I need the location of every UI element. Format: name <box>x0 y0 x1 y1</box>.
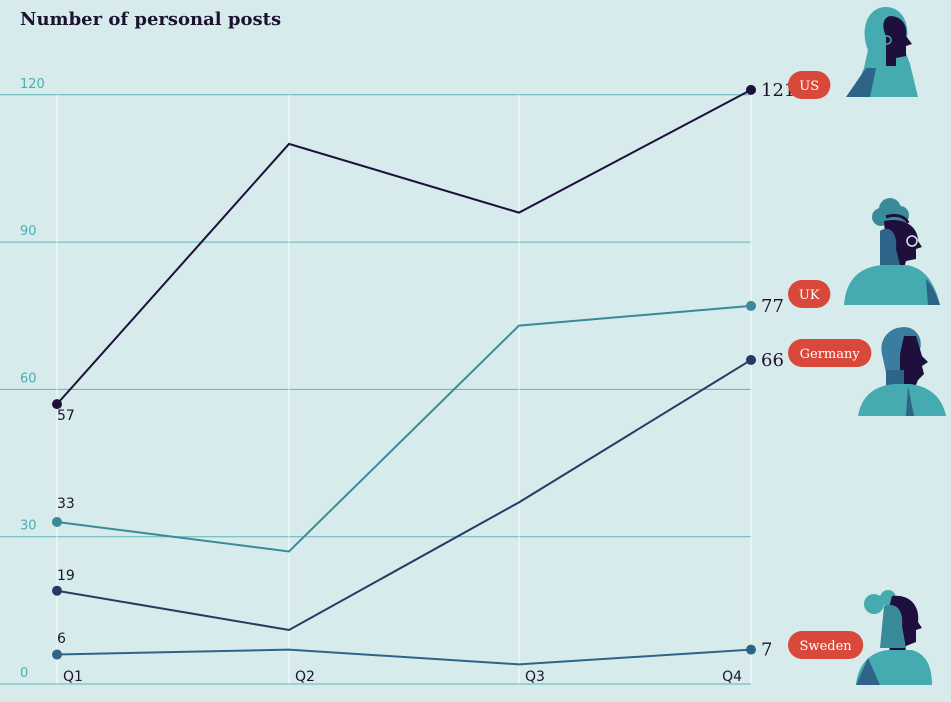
data-label-germany-end: 66 <box>761 350 784 371</box>
man-portrait-icon <box>858 327 946 416</box>
legend-pill-sweden <box>788 631 864 659</box>
point-germany-start <box>52 585 62 596</box>
data-label-uk-start: 33 <box>57 496 75 512</box>
point-sweden-start <box>52 649 62 660</box>
legend-pill-germany <box>788 339 872 367</box>
legend-label-germany: Germany <box>800 347 861 362</box>
line-sweden <box>56 648 752 666</box>
x-tick-label: Q4 <box>722 669 742 685</box>
point-uk-start <box>52 516 62 527</box>
series-lines <box>52 84 756 666</box>
line-uk <box>56 304 752 553</box>
x-tick-label: Q1 <box>63 669 83 685</box>
x-tick-label: Q2 <box>295 669 315 685</box>
data-label-us-end: 121 <box>761 80 795 101</box>
curly-hair-woman-portrait-icon <box>844 198 940 305</box>
point-us-end <box>746 84 756 95</box>
legend-label-us: US <box>799 79 819 94</box>
point-uk-end <box>746 300 756 311</box>
bun-hair-woman-portrait-icon <box>856 590 932 685</box>
data-label-germany-start: 19 <box>57 568 75 584</box>
line-germany <box>56 359 752 632</box>
data-labels: Q1 Q2 Q3 Q4 57 121 US 33 77 UK 19 66 Germany 6 7 Sweden <box>57 71 872 685</box>
woman-portrait-icon <box>846 7 918 97</box>
y-tick-label: 120 <box>20 77 45 92</box>
chart-title: Number of personal posts <box>20 9 281 30</box>
line-us <box>56 89 752 405</box>
y-tick-label: 90 <box>20 224 37 239</box>
point-germany-end <box>746 354 756 365</box>
legend-pill-us <box>788 71 831 99</box>
legend-label-uk: UK <box>799 288 820 303</box>
legend-label-sweden: Sweden <box>800 639 853 654</box>
data-label-sweden-start: 6 <box>57 631 66 647</box>
y-tick-label: 60 <box>20 371 37 386</box>
y-tick-label: 30 <box>20 519 37 534</box>
legend-pill-uk <box>788 280 831 308</box>
x-tick-label: Q3 <box>525 669 545 685</box>
y-tick-label: 0 <box>20 666 28 681</box>
data-label-sweden-end: 7 <box>761 640 772 661</box>
point-sweden-end <box>746 644 756 655</box>
point-us-start <box>52 399 62 410</box>
data-label-uk-end: 77 <box>761 296 784 317</box>
grid: 0 30 60 90 120 <box>0 77 752 685</box>
data-label-us-start: 57 <box>57 408 75 424</box>
